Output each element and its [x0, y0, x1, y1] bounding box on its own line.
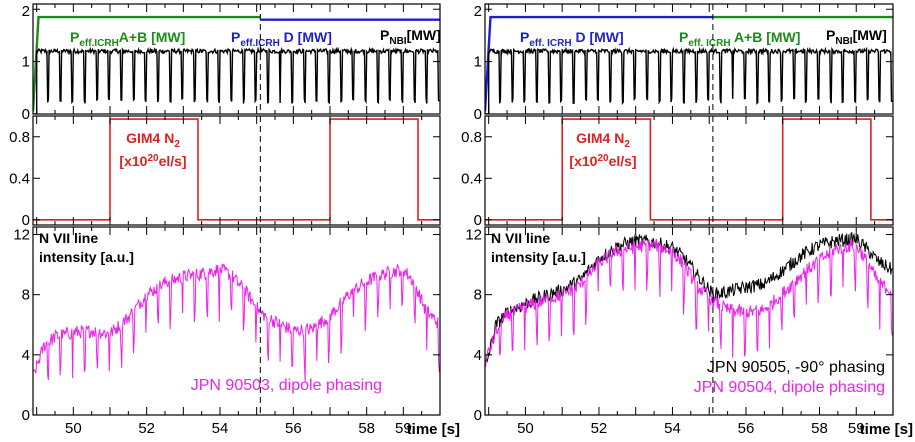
series-p-eff-icrh-d [485, 15, 713, 112]
power-annotation: PNBI[MW] [826, 27, 887, 47]
power-annotation: Peff.ICRH D [MW] [231, 29, 332, 49]
x-axis-label: time [s] [860, 421, 913, 437]
x-axis-label: time [s] [407, 421, 460, 437]
y-tick-label: 12 [13, 227, 30, 244]
y-tick-label: 1 [22, 54, 30, 71]
y-tick-label: 0.4 [9, 170, 30, 187]
x-tick-label: 54 [212, 420, 229, 437]
power-annotation: PNBI[MW] [380, 27, 441, 47]
y-tick-label: 0.4 [461, 170, 482, 187]
legend-entry: JPN 90505, -90° phasing [707, 359, 885, 376]
x-tick-label: 50 [517, 420, 534, 437]
panel-frame [484, 3, 894, 115]
y-tick-label: 2 [22, 3, 30, 20]
gas-annotation-line1: GIM4 N2 [126, 130, 180, 150]
series-jpn-90504-dipole-phasing [485, 239, 893, 367]
plot-area [485, 15, 893, 114]
plot-area [485, 118, 893, 221]
y-tick-label: 2 [474, 3, 482, 20]
plot-area [33, 15, 440, 114]
y-tick-label: 0 [474, 106, 482, 123]
plot-area [33, 263, 440, 382]
y-tick-label: 4 [474, 347, 482, 364]
nvii-annotation-line2: intensity [a.u.] [39, 249, 134, 265]
gas-annotation-line2: [x1020el/s] [569, 153, 636, 169]
series-gim4-n2 [485, 118, 893, 221]
y-tick-label: 0 [22, 212, 30, 229]
power-annotation: Peff.ICRHA+B [MW] [70, 29, 185, 49]
x-tick-label: 52 [591, 420, 608, 437]
power-annotation: Peff. ICRH D [MW] [520, 29, 624, 49]
panel-frame [484, 115, 894, 226]
panel-frame [32, 226, 441, 416]
series-p-nbi [485, 46, 893, 114]
nvii-annotation-line1: N VII line [39, 230, 98, 246]
x-tick-label: 54 [664, 420, 681, 437]
panel-power: 0 1 2 Peff.ICRHA+B [MW] Peff.ICRH D [MW] PNBI… [22, 3, 441, 123]
y-tick-label: 8 [22, 287, 30, 304]
panel-nvii: 0 4 8 12 N VII line intensity [a.u.] JPN 90503… [13, 226, 441, 424]
panel-gas: 0 0.4 0.8 GIM4 N2 [x1020el/s] [9, 115, 441, 229]
power-annotation: Peff. ICRH A+B [MW] [679, 29, 800, 49]
x-tick-label: 58 [358, 420, 375, 437]
y-tick-label: 0 [22, 407, 30, 424]
x-tick-label: 56 [285, 420, 302, 437]
panel-frame [32, 115, 441, 226]
x-tick-label: 52 [138, 420, 155, 437]
y-tick-label: 4 [22, 347, 30, 364]
y-tick-label: 1 [474, 54, 482, 71]
nvii-annotation-line1: N VII line [491, 230, 550, 246]
plot-area [33, 118, 440, 221]
series-gim4-n2 [33, 118, 440, 221]
series-jpn-90503-dipole-phasing [33, 263, 440, 382]
series-p-nbi [33, 46, 440, 114]
y-tick-label: 0.8 [9, 129, 30, 146]
gas-annotation-line1: GIM4 N2 [576, 130, 630, 150]
y-tick-label: 0 [474, 212, 482, 229]
x-tick-label: 59 [395, 420, 412, 437]
gas-annotation-line2: [x1020el/s] [119, 153, 186, 169]
panel-power: 0 1 2 Peff. ICRH D [MW] Peff. ICRH A+B [MW] P… [474, 3, 894, 123]
x-tick-label: 58 [811, 420, 828, 437]
y-tick-label: 0.8 [461, 129, 482, 146]
legend-entry: JPN 90503, dipole phasing [191, 377, 382, 394]
y-tick-label: 0 [474, 407, 482, 424]
nvii-annotation-line2: intensity [a.u.] [491, 249, 586, 265]
y-tick-label: 0 [22, 106, 30, 123]
panel-nvii: 0 4 8 12 N VII line intensity [a.u.] JPN 90505… [465, 226, 894, 424]
y-tick-label: 12 [465, 227, 482, 244]
series-jpn-90505-90-phasing [485, 232, 893, 369]
legend-entry: JPN 90504, dipole phasing [694, 379, 885, 396]
panel-frame [484, 226, 894, 416]
x-tick-label: 59 [848, 420, 865, 437]
plot-area [485, 232, 893, 369]
panel-gas: 0 0.4 0.8 GIM4 N2 [x1020el/s] [461, 115, 894, 229]
series-p-eff-icrh-a-b [33, 15, 261, 112]
y-tick-label: 8 [474, 287, 482, 304]
x-tick-label: 56 [738, 420, 755, 437]
panel-frame [32, 3, 441, 115]
x-tick-label: 50 [65, 420, 82, 437]
